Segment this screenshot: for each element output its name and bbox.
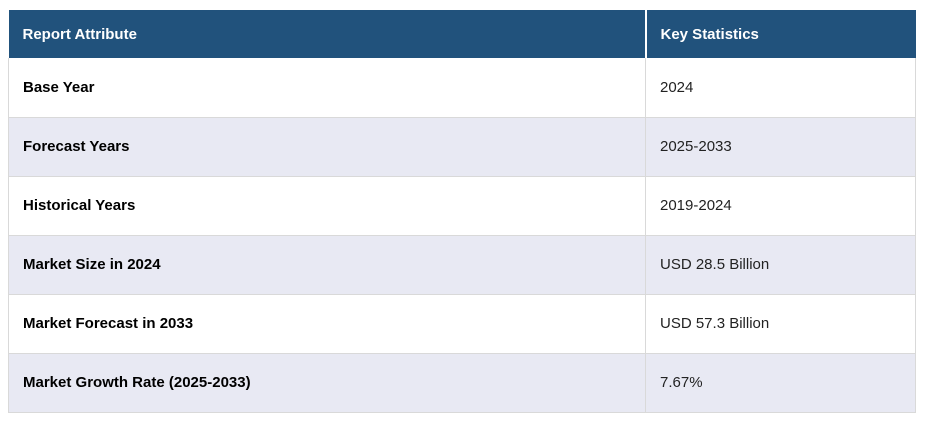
table-row: Market Size in 2024 USD 28.5 Billion <box>8 234 916 295</box>
cell-attribute-market-size-2024: Market Size in 2024 <box>8 234 646 295</box>
cell-attribute-historical-years: Historical Years <box>8 175 646 236</box>
cell-value-base-year: 2024 <box>645 58 916 118</box>
cell-attribute-forecast-years: Forecast Years <box>8 116 646 177</box>
cell-value-market-forecast-2033: USD 57.3 Billion <box>645 293 916 354</box>
table-row: Base Year 2024 <box>8 58 916 118</box>
cell-attribute-base-year: Base Year <box>8 58 646 118</box>
cell-value-historical-years: 2019-2024 <box>645 175 916 236</box>
cell-value-market-growth-rate: 7.67% <box>645 352 916 413</box>
cell-attribute-market-growth-rate: Market Growth Rate (2025-2033) <box>8 352 646 413</box>
column-header-report-attribute: Report Attribute <box>8 10 646 58</box>
report-statistics-table: Report Attribute Key Statistics Base Yea… <box>8 10 916 413</box>
report-statistics-table-container: Report Attribute Key Statistics Base Yea… <box>8 10 916 413</box>
cell-value-market-size-2024: USD 28.5 Billion <box>645 234 916 295</box>
table-row: Historical Years 2019-2024 <box>8 175 916 236</box>
table-header: Report Attribute Key Statistics <box>8 10 916 58</box>
table-header-row: Report Attribute Key Statistics <box>8 10 916 58</box>
table-row: Market Forecast in 2033 USD 57.3 Billion <box>8 293 916 354</box>
cell-value-forecast-years: 2025-2033 <box>645 116 916 177</box>
table-row: Market Growth Rate (2025-2033) 7.67% <box>8 352 916 413</box>
table-body: Base Year 2024 Forecast Years 2025-2033 … <box>8 58 916 413</box>
column-header-key-statistics: Key Statistics <box>644 10 916 58</box>
cell-attribute-market-forecast-2033: Market Forecast in 2033 <box>8 293 646 354</box>
table-row: Forecast Years 2025-2033 <box>8 116 916 177</box>
